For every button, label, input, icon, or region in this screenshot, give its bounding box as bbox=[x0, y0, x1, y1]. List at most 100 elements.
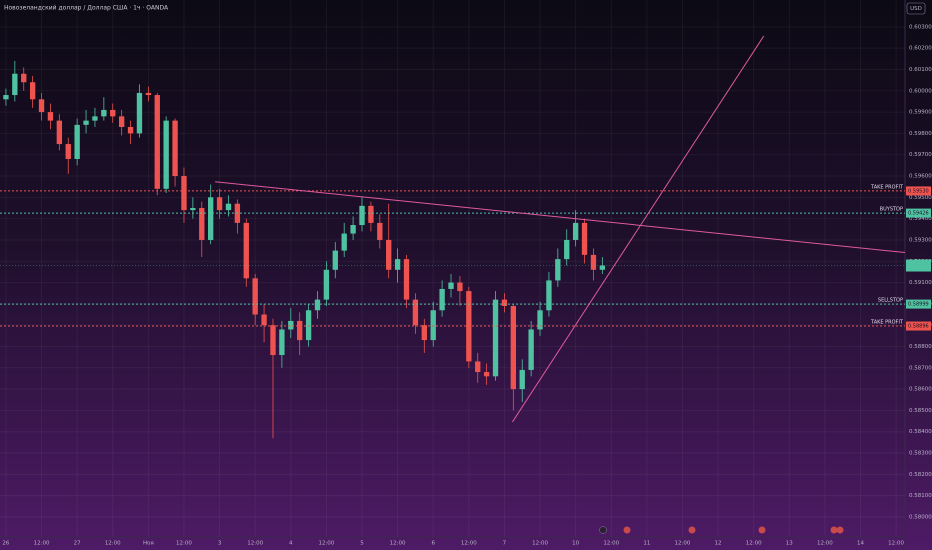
candle-body bbox=[555, 259, 561, 281]
candle-body bbox=[190, 207, 196, 211]
candle-body bbox=[350, 225, 356, 234]
chart-title: Новозеландский доллар / Доллар США · 1ч … bbox=[4, 5, 169, 12]
candle-body bbox=[181, 176, 187, 211]
candle-body bbox=[421, 325, 427, 341]
y-tick-label: 0.58600 bbox=[909, 387, 932, 393]
order-level-value: 0.58999 bbox=[908, 302, 929, 308]
candle-body bbox=[323, 269, 330, 300]
y-tick-label: 0.58800 bbox=[909, 344, 932, 350]
x-tick-label: 10 bbox=[572, 541, 579, 547]
y-tick-label: 0.58000 bbox=[909, 514, 932, 520]
x-tick-label: 12:00 bbox=[390, 541, 406, 547]
candle-body bbox=[332, 250, 338, 270]
x-tick-label: 4 bbox=[289, 541, 293, 547]
candle-body bbox=[56, 120, 63, 145]
candle-body bbox=[199, 207, 205, 240]
candle-body bbox=[216, 197, 223, 211]
candle-body bbox=[572, 222, 579, 240]
candle-body bbox=[297, 320, 303, 341]
candle-body bbox=[528, 329, 534, 370]
candle-body bbox=[492, 299, 499, 377]
trendline bbox=[512, 35, 765, 423]
y-tick-label: 0.58700 bbox=[909, 365, 932, 371]
x-tick-label: 12:00 bbox=[888, 541, 904, 547]
candle-body bbox=[430, 310, 436, 341]
candle-body bbox=[110, 109, 116, 117]
x-tick-label: 12:00 bbox=[746, 541, 762, 547]
event-icon[interactable] bbox=[688, 526, 696, 534]
candle-body bbox=[3, 95, 9, 100]
x-tick-label: 3 bbox=[218, 541, 222, 547]
candle-body bbox=[101, 109, 107, 117]
candle-body bbox=[208, 197, 214, 240]
x-tick-label: 14 bbox=[857, 541, 864, 547]
event-icon[interactable] bbox=[623, 526, 631, 534]
candle-body bbox=[92, 116, 98, 121]
candle-body bbox=[483, 372, 490, 377]
x-tick-label: 26 bbox=[2, 541, 9, 547]
candle-body bbox=[83, 120, 89, 125]
order-level-box bbox=[906, 208, 931, 218]
candle-body bbox=[341, 233, 347, 251]
candle-body bbox=[581, 222, 588, 255]
y-tick-label: 0.59300 bbox=[909, 237, 932, 243]
candle-body bbox=[519, 369, 525, 390]
candle-body bbox=[118, 116, 125, 128]
y-tick-label: 0.58100 bbox=[909, 493, 932, 499]
candle-body bbox=[243, 222, 249, 279]
order-level-value: 0.59530 bbox=[908, 188, 929, 194]
candle-body bbox=[21, 73, 27, 83]
y-tick-label: 0.60200 bbox=[909, 46, 932, 52]
candle-body bbox=[12, 73, 18, 96]
y-tick-label: 0.60000 bbox=[909, 88, 932, 94]
candle-body bbox=[136, 92, 143, 134]
candle-body bbox=[439, 288, 445, 311]
candle-body bbox=[377, 222, 383, 240]
candle-body bbox=[314, 299, 321, 311]
x-tick-label: 12:00 bbox=[105, 541, 121, 547]
candle-body bbox=[394, 259, 401, 270]
candle-body bbox=[38, 99, 45, 113]
candle-body bbox=[225, 203, 232, 211]
y-tick-label: 0.60100 bbox=[909, 67, 932, 73]
candle-body bbox=[590, 254, 597, 270]
x-tick-label: 12:00 bbox=[176, 541, 192, 547]
x-tick-label: 12:00 bbox=[675, 541, 691, 547]
candle-body bbox=[252, 278, 258, 315]
y-tick-label: 0.59700 bbox=[909, 152, 932, 158]
trendline bbox=[215, 181, 906, 254]
y-tick-label: 0.59800 bbox=[909, 131, 932, 137]
x-tick-label: 12:00 bbox=[461, 541, 477, 547]
candle-body bbox=[403, 259, 410, 300]
order-level-value: 0.59426 bbox=[908, 211, 929, 217]
candle-body bbox=[546, 280, 552, 311]
candle-body bbox=[154, 95, 160, 189]
candle-body bbox=[359, 205, 365, 226]
candle-body bbox=[163, 120, 169, 189]
x-tick-label: 5 bbox=[360, 541, 364, 547]
y-tick-label: 0.58200 bbox=[909, 472, 932, 478]
x-tick-label: 12:00 bbox=[318, 541, 334, 547]
currency-box[interactable] bbox=[906, 2, 926, 15]
order-level-value: 0.58896 bbox=[908, 324, 929, 330]
x-tick-label: 6 bbox=[431, 541, 435, 547]
candle-body bbox=[145, 92, 152, 96]
candle-body bbox=[172, 120, 178, 177]
x-tick-label: 13 bbox=[786, 541, 793, 547]
candle-body bbox=[412, 299, 419, 326]
x-tick-label: Ноя bbox=[143, 541, 154, 547]
x-tick-label: 12:00 bbox=[532, 541, 548, 547]
event-icon[interactable] bbox=[758, 526, 766, 534]
event-icon[interactable] bbox=[836, 526, 844, 534]
last-price-box bbox=[906, 259, 931, 272]
y-tick-label: 0.59900 bbox=[909, 110, 932, 116]
currency-label[interactable]: USD bbox=[910, 6, 922, 12]
candle-body bbox=[65, 144, 71, 159]
order-level-box bbox=[906, 186, 931, 196]
x-tick-label: 7 bbox=[503, 541, 507, 547]
x-tick-label: 12:00 bbox=[247, 541, 263, 547]
event-icon[interactable] bbox=[599, 526, 607, 534]
event-icon[interactable] bbox=[830, 526, 838, 534]
